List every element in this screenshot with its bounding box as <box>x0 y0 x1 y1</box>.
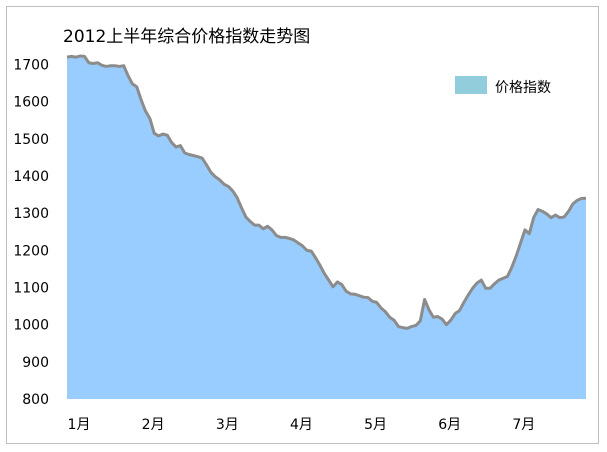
y-tick-label: 1100 <box>13 281 49 297</box>
y-axis: 800 900 1000 1100 1200 1300 1400 1500 1600 1700 <box>13 58 49 408</box>
y-tick-label: 1700 <box>13 58 49 74</box>
legend-swatch <box>455 76 487 94</box>
y-tick-label: 900 <box>22 355 49 371</box>
y-tick-label: 1500 <box>13 132 49 148</box>
y-tick-label: 800 <box>22 392 49 408</box>
x-tick-label: 1月 <box>68 417 91 433</box>
y-tick-label: 1400 <box>13 169 49 185</box>
y-tick-label: 1200 <box>13 243 49 259</box>
legend-label: 价格指数 <box>495 80 551 96</box>
y-tick-label: 1000 <box>13 318 49 334</box>
x-tick-label: 3月 <box>216 417 239 433</box>
x-tick-label: 6月 <box>438 417 461 433</box>
price-index-line <box>66 54 586 330</box>
x-axis: 1月 2月 3月 4月 5月 6月 7月 <box>68 417 536 433</box>
x-tick-label: 4月 <box>290 417 313 433</box>
y-tick-label: 1600 <box>13 95 49 111</box>
chart-title: 2012上半年综合价格指数走势图 <box>63 27 310 47</box>
legend: 价格指数 <box>455 76 551 96</box>
plot-area <box>66 54 586 399</box>
x-tick-label: 5月 <box>364 417 387 433</box>
x-tick-label: 2月 <box>142 417 165 433</box>
y-tick-label: 1300 <box>13 206 49 222</box>
x-tick-label: 7月 <box>512 417 535 433</box>
